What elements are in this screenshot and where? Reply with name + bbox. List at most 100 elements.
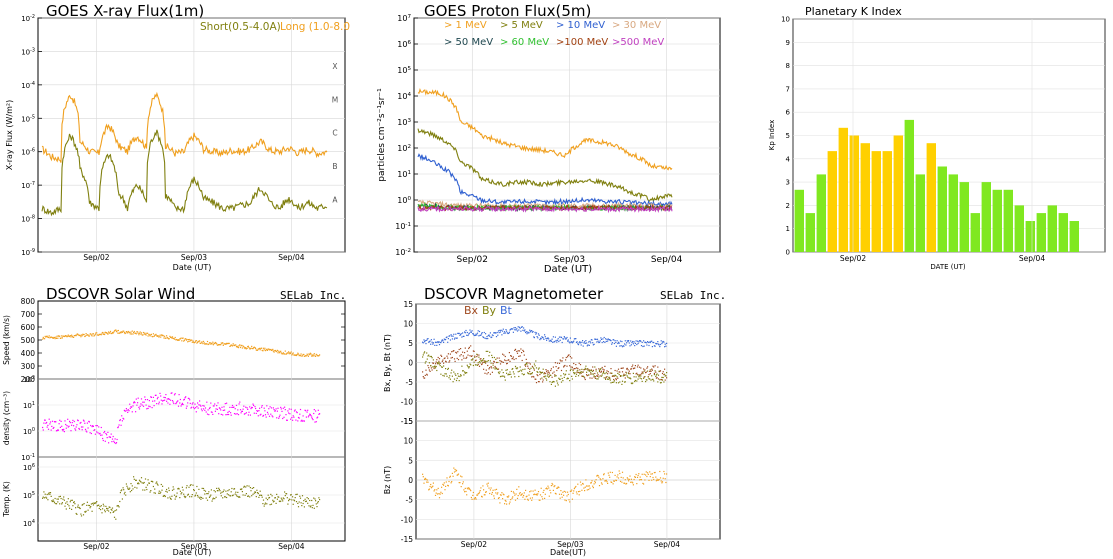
- mag-point: [628, 478, 630, 480]
- mag-point: [639, 340, 641, 342]
- mag-point: [591, 377, 593, 379]
- wind-point: [212, 405, 214, 407]
- wind-point: [109, 506, 111, 508]
- wind-point: [200, 496, 203, 499]
- wind-point: [261, 347, 263, 349]
- wind-point: [126, 409, 128, 411]
- wind-point: [179, 402, 181, 404]
- mag-point: [462, 351, 464, 353]
- wind-point: [276, 349, 278, 351]
- mag-point: [611, 481, 613, 483]
- wind-point: [44, 338, 46, 340]
- wind-point: [217, 344, 219, 346]
- wind-point: [75, 507, 77, 509]
- wind-point: [272, 501, 274, 503]
- mag-point: [590, 369, 592, 372]
- mag-point: [505, 360, 507, 362]
- wind-point: [150, 333, 152, 335]
- mag-point: [445, 338, 447, 341]
- wind-point: [205, 411, 207, 413]
- wind-point: [302, 415, 304, 417]
- mag-grid: [416, 303, 720, 540]
- mag-point: [428, 369, 430, 371]
- mag-point: [571, 498, 573, 500]
- mag-point: [558, 493, 561, 495]
- wind-point: [166, 398, 168, 400]
- mag-point: [467, 366, 469, 368]
- wind-point: [152, 333, 154, 335]
- wind-point: [106, 332, 108, 334]
- mag-point: [626, 477, 628, 479]
- mag-point: [606, 481, 608, 483]
- wind-point: [263, 505, 265, 507]
- mag-point: [516, 330, 519, 332]
- wind-point: [226, 343, 228, 345]
- mag-point: [508, 359, 510, 361]
- mag-point: [522, 349, 524, 351]
- wind-point: [182, 403, 184, 406]
- mag-point: [511, 358, 513, 360]
- mag-point: [571, 378, 573, 380]
- mag-point: [525, 358, 527, 360]
- mag-point: [479, 490, 481, 492]
- wind-point: [199, 496, 201, 498]
- wind-point: [166, 400, 168, 402]
- mag-point: [452, 475, 454, 477]
- wind-point: [141, 404, 143, 406]
- wind-point: [61, 429, 63, 431]
- mag-point: [600, 371, 602, 373]
- mag-point: [589, 487, 591, 489]
- mag-point: [535, 367, 538, 369]
- wind-point: [148, 482, 150, 484]
- proton-legend: > 1 MeV > 5 MeV > 10 MeV > 30 MeV> 50 MeV > …: [444, 20, 664, 48]
- mag-point: [531, 372, 533, 374]
- mag-point: [543, 373, 545, 375]
- wind-point: [313, 353, 315, 355]
- mag-point: [483, 489, 485, 491]
- mag-point: [498, 332, 500, 334]
- mag-point: [650, 379, 652, 381]
- mag-point: [432, 482, 434, 484]
- mag-point: [620, 476, 622, 478]
- mag-point: [633, 376, 635, 378]
- mag-point: [508, 352, 510, 354]
- wind-point: [288, 353, 290, 355]
- mag-point: [496, 331, 498, 334]
- xray-ylabel: X-ray Flux (W/m²): [5, 100, 14, 170]
- mag-point: [564, 337, 566, 339]
- mag-point: [606, 338, 608, 340]
- mag-point: [468, 347, 470, 350]
- mag-point: [474, 355, 476, 357]
- wind-point: [93, 335, 95, 337]
- mag-point: [653, 345, 655, 347]
- mag-point: [444, 373, 446, 375]
- wind-point: [262, 414, 265, 417]
- wind-point: [90, 503, 92, 505]
- mag-point: [611, 381, 613, 383]
- mag-point: [539, 337, 542, 339]
- mag-point: [556, 487, 558, 489]
- wind-point: [117, 505, 119, 507]
- mag-point: [529, 363, 531, 365]
- mag-point: [598, 376, 600, 378]
- wind-point: [213, 490, 215, 492]
- wind-point: [206, 340, 209, 343]
- mag-point: [464, 352, 466, 354]
- wind-point: [265, 416, 267, 418]
- wind-point: [261, 406, 263, 408]
- wind-speed-label: Speed (km/s): [2, 315, 11, 365]
- wind-point: [96, 334, 98, 336]
- mag-point: [605, 378, 607, 380]
- mag-point: [480, 360, 482, 362]
- mag-point: [571, 366, 573, 368]
- mag-point: [611, 343, 613, 345]
- ytick-label: 10-3: [21, 47, 35, 56]
- wind-point: [138, 479, 141, 481]
- wind-point: [130, 331, 132, 333]
- mag-point: [651, 473, 653, 475]
- wind-point: [67, 498, 69, 500]
- mag-point: [513, 373, 515, 375]
- mag-bottom-label: Bz (nT): [383, 466, 392, 494]
- mag-point: [580, 344, 582, 346]
